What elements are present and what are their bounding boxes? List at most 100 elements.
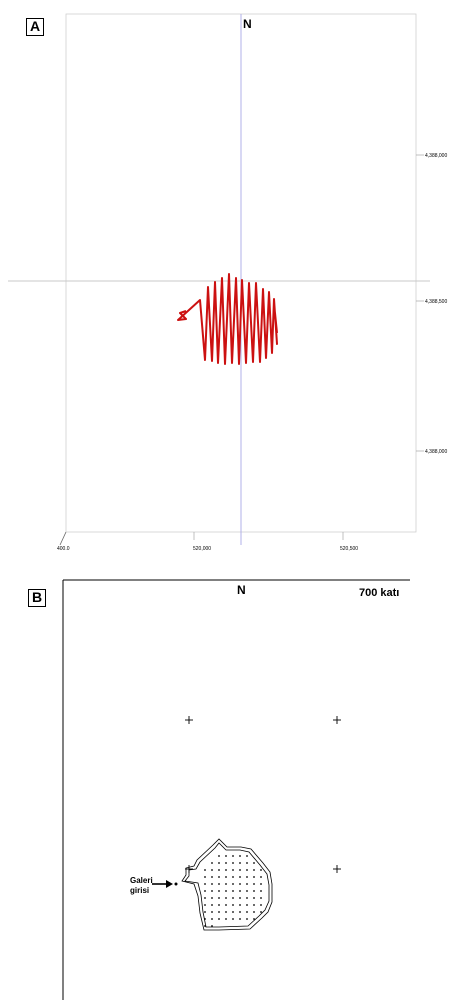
borehole-dot — [239, 855, 241, 857]
borehole-dot — [211, 904, 213, 906]
x-tick-label: 520,500 — [340, 546, 358, 552]
borehole-dot — [253, 876, 255, 878]
borehole-dot — [239, 862, 241, 864]
borehole-dot — [253, 890, 255, 892]
borehole-dot — [232, 862, 234, 864]
entrance-arrow — [152, 880, 178, 888]
panel-b-north-label: N — [237, 583, 246, 597]
borehole-dot — [232, 904, 234, 906]
borehole-dot — [253, 918, 255, 920]
borehole-dot — [211, 918, 213, 920]
borehole-dot — [232, 918, 234, 920]
borehole-dot — [239, 890, 241, 892]
borehole-dot — [260, 890, 262, 892]
borehole-dot — [260, 897, 262, 899]
borehole-dot — [239, 883, 241, 885]
borehole-dot — [232, 869, 234, 871]
borehole-dot — [260, 876, 262, 878]
borehole-dot — [211, 890, 213, 892]
borehole-dot — [232, 890, 234, 892]
borehole-dot — [253, 883, 255, 885]
excavation-outline — [181, 838, 273, 931]
borehole-dot — [225, 897, 227, 899]
borehole-dot — [232, 897, 234, 899]
borehole-dot — [246, 862, 248, 864]
borehole-dot — [225, 918, 227, 920]
y-tick-label: 4,388,000 — [425, 449, 447, 455]
borehole-dot — [211, 862, 213, 864]
borehole-dot — [225, 869, 227, 871]
entrance-label-line2: girisi — [130, 886, 149, 895]
borehole-dot — [253, 911, 255, 913]
borehole-dot — [225, 904, 227, 906]
borehole-dot — [260, 911, 262, 913]
panel-a-north-label: N — [243, 17, 252, 31]
borehole-dot — [239, 911, 241, 913]
borehole-dot — [246, 876, 248, 878]
borehole-dot — [211, 883, 213, 885]
borehole-dot — [204, 911, 206, 913]
borehole-dot — [204, 869, 206, 871]
borehole-dot — [225, 855, 227, 857]
borehole-dot — [260, 883, 262, 885]
borehole-dot — [260, 869, 262, 871]
borehole-dot — [246, 904, 248, 906]
borehole-dot — [204, 897, 206, 899]
borehole-dot — [218, 904, 220, 906]
panel-a-label: A — [26, 18, 44, 36]
borehole-dot — [218, 855, 220, 857]
borehole-dot — [225, 876, 227, 878]
borehole-dot — [218, 876, 220, 878]
borehole-dot — [232, 883, 234, 885]
borehole-dot — [246, 883, 248, 885]
borehole-dot — [232, 911, 234, 913]
borehole-dot — [260, 904, 262, 906]
borehole-dot — [225, 911, 227, 913]
borehole-dot — [253, 869, 255, 871]
borehole-dot — [225, 883, 227, 885]
borehole-dot — [225, 890, 227, 892]
borehole-dot — [218, 911, 220, 913]
borehole-dot — [239, 897, 241, 899]
entrance-label-line1: Galeri — [130, 876, 153, 885]
borehole-dot — [218, 862, 220, 864]
borehole-dot — [218, 897, 220, 899]
survey-trace — [177, 273, 278, 365]
borehole-dot — [239, 869, 241, 871]
borehole-dot — [218, 883, 220, 885]
borehole-dot — [211, 869, 213, 871]
borehole-dot — [204, 918, 206, 920]
borehole-dot — [204, 890, 206, 892]
borehole-dot — [211, 925, 213, 927]
borehole-dot — [253, 904, 255, 906]
borehole-dot — [211, 897, 213, 899]
borehole-dot — [218, 869, 220, 871]
borehole-dot — [204, 876, 206, 878]
y-tick-label: 4,388,000 — [425, 153, 447, 159]
borehole-dot — [246, 890, 248, 892]
x-tick-label: 400.0 — [57, 546, 70, 552]
borehole-dot — [204, 904, 206, 906]
borehole-dot — [253, 862, 255, 864]
level-label: 700 katı — [359, 587, 399, 599]
borehole-dot — [246, 918, 248, 920]
x-tick-label: 520,000 — [193, 546, 211, 552]
borehole-dot — [239, 876, 241, 878]
borehole-dot — [232, 876, 234, 878]
borehole-dot — [204, 925, 206, 927]
borehole-dot — [239, 918, 241, 920]
borehole-dot — [246, 855, 248, 857]
borehole-dot — [225, 862, 227, 864]
panel-b-label: B — [28, 589, 46, 607]
borehole-dot — [246, 869, 248, 871]
borehole-dot — [204, 883, 206, 885]
borehole-dot — [232, 855, 234, 857]
borehole-dot — [218, 918, 220, 920]
y-tick-label: 4,388,500 — [425, 299, 447, 305]
borehole-dot — [218, 890, 220, 892]
borehole-dot — [253, 897, 255, 899]
borehole-dot — [211, 876, 213, 878]
axis-origin-stub — [59, 531, 67, 546]
borehole-dot-pattern — [204, 855, 262, 927]
